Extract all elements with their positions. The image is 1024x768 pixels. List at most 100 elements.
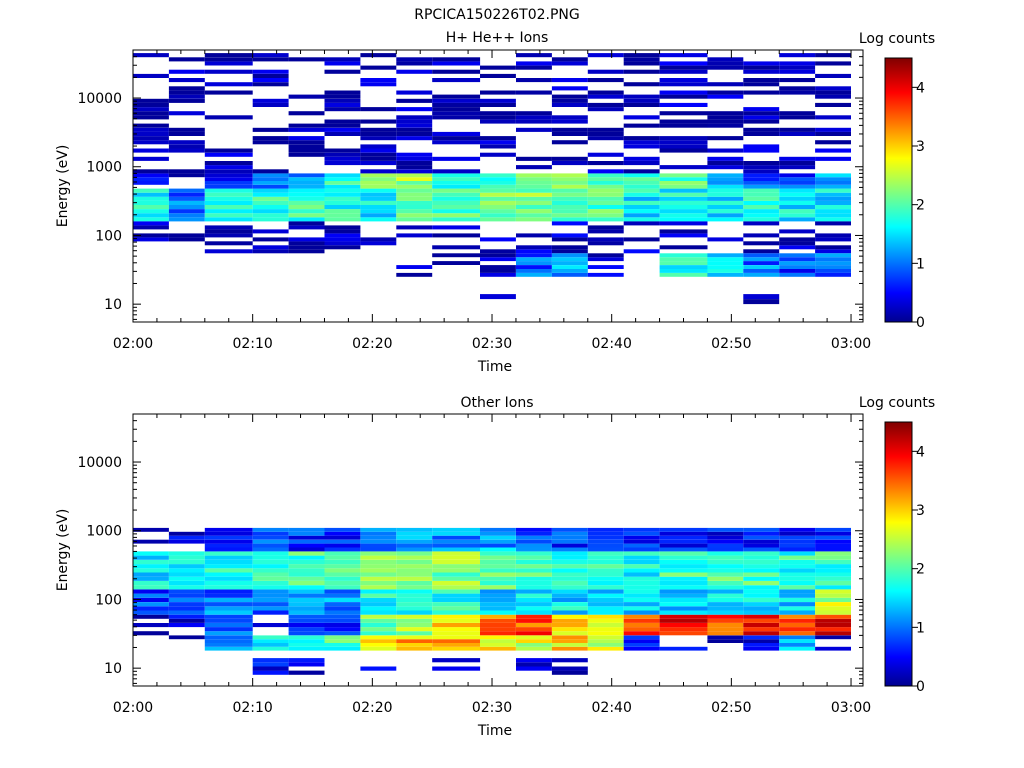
- heatmap-cell: [432, 156, 481, 161]
- heatmap-cell: [360, 119, 397, 124]
- heatmap-cell: [324, 131, 361, 136]
- heatmap-cell: [204, 249, 253, 254]
- heatmap-cell: [480, 623, 516, 628]
- heatmap-cell: [288, 188, 325, 193]
- heatmap-cell: [252, 666, 289, 671]
- colorbar-tick-label: 2: [916, 198, 925, 214]
- heatmap-cell: [779, 597, 816, 602]
- heatmap-cell: [360, 535, 397, 540]
- heatmap-cell: [551, 543, 588, 548]
- heatmap-cell: [815, 269, 851, 273]
- heatmap-cell: [743, 184, 780, 189]
- heatmap-cell: [587, 535, 624, 540]
- heatmap-cell: [623, 618, 660, 623]
- heatmap-cell: [324, 623, 361, 628]
- heatmap-cell: [252, 527, 289, 532]
- heatmap-cell: [252, 610, 289, 615]
- heatmap-cell: [168, 127, 205, 132]
- heatmap-cell: [623, 572, 660, 577]
- heatmap-cell: [168, 618, 205, 623]
- heatmap-cell: [707, 568, 744, 573]
- heatmap-cell: [204, 148, 253, 153]
- heatmap-cell: [288, 662, 325, 667]
- heatmap-cell: [587, 102, 624, 107]
- heatmap-cell: [324, 123, 361, 128]
- panel-top-colorbar-ticks: 0 1 2 3 4: [912, 80, 925, 331]
- panel-bottom-axes: [132, 413, 863, 686]
- heatmap-cell: [623, 606, 660, 611]
- heatmap-cell: [659, 597, 708, 602]
- heatmap-cell: [551, 646, 588, 651]
- heatmap-cell: [779, 635, 816, 640]
- heatmap-cell: [288, 547, 325, 552]
- heatmap-cell: [432, 217, 481, 222]
- heatmap-cell: [288, 111, 325, 116]
- heatmap-cell: [659, 261, 708, 265]
- heatmap-cell: [815, 86, 851, 91]
- heatmap-cell: [396, 527, 433, 532]
- heatmap-cell: [360, 177, 397, 181]
- heatmap-cell: [779, 156, 816, 161]
- heatmap-cell: [288, 602, 325, 607]
- heatmap-cell: [204, 643, 253, 647]
- heatmap-cell: [204, 61, 253, 66]
- heatmap-cell: [324, 555, 361, 560]
- heatmap-cell: [779, 90, 816, 95]
- heatmap-cell: [743, 169, 780, 174]
- heatmap-cell: [480, 614, 516, 619]
- panel-bottom-title: Other Ions: [460, 395, 533, 411]
- heatmap-cell: [360, 213, 397, 218]
- heatmap-cell: [516, 213, 552, 218]
- heatmap-cell: [551, 535, 588, 540]
- heatmap-cell: [815, 140, 851, 145]
- heatmap-cell: [815, 559, 851, 565]
- heatmap-cell: [252, 249, 289, 254]
- panel-bottom-colorbar: 0 1 2 3 4: [884, 421, 925, 695]
- heatmap-cell: [204, 161, 253, 166]
- heatmap-cell: [779, 173, 816, 178]
- heatmap-cell: [168, 192, 205, 197]
- heatmap-cell: [133, 102, 169, 107]
- heatmap-cell: [743, 253, 780, 258]
- heatmap-cell: [707, 119, 744, 124]
- heatmap-cell: [516, 568, 552, 573]
- heatmap-cell: [480, 294, 516, 300]
- heatmap-cell: [324, 205, 361, 210]
- heatmap-cell: [480, 213, 516, 218]
- heatmap-cell: [168, 555, 205, 560]
- heatmap-cell: [707, 90, 744, 95]
- heatmap-cell: [551, 257, 588, 262]
- heatmap-cell: [480, 265, 516, 269]
- heatmap-cell: [288, 209, 325, 214]
- heatmap-cell: [623, 181, 660, 185]
- heatmap-cell: [133, 136, 169, 141]
- heatmap-cell: [288, 94, 325, 99]
- heatmap-cell: [432, 57, 481, 62]
- heatmap-cell: [516, 217, 552, 222]
- heatmap-cell: [516, 209, 552, 214]
- heatmap-cell: [288, 635, 325, 640]
- heatmap-cell: [168, 188, 205, 193]
- heatmap-cell: [432, 102, 481, 107]
- heatmap-cell: [396, 606, 433, 611]
- heatmap-cell: [396, 61, 433, 66]
- heatmap-cell: [743, 257, 780, 262]
- heatmap-cell: [360, 152, 397, 157]
- heatmap-cell: [779, 209, 816, 214]
- heatmap-cell: [659, 140, 708, 145]
- heatmap-cell: [551, 261, 588, 265]
- heatmap-cell: [779, 535, 816, 540]
- heatmap-cell: [516, 65, 552, 70]
- heatmap-cell: [623, 98, 660, 103]
- heatmap-cell: [396, 217, 433, 222]
- heatmap-cell: [396, 225, 433, 230]
- heatmap-cell: [551, 209, 588, 214]
- heatmap-cell: [516, 618, 552, 623]
- heatmap-cell: [551, 610, 588, 615]
- heatmap-cell: [480, 152, 516, 157]
- heatmap-cell: [707, 253, 744, 258]
- heatmap-cell: [432, 564, 481, 569]
- heatmap-cell: [168, 610, 205, 615]
- panel-bottom-plot-area: [132, 413, 864, 687]
- heatmap-cell: [815, 606, 851, 611]
